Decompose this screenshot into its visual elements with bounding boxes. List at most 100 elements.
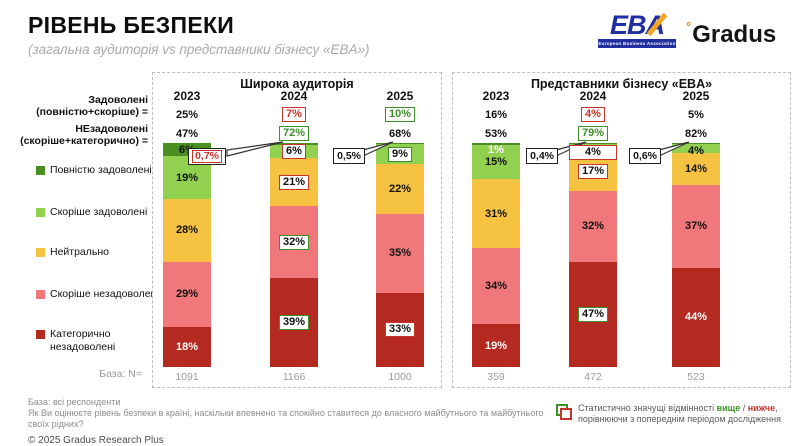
satisfied-total: 5%	[688, 108, 704, 121]
stacked-bar: 9% 22% 35% 33%	[376, 143, 424, 367]
segment-value: 34%	[484, 280, 508, 293]
footer-question: Як Ви оцінюєте рівень безпеки в країні, …	[28, 408, 544, 429]
year-column: 2025 10% 68% 9% 22% 35% 33% 0,5% 1000	[333, 87, 448, 383]
satisfied-total-row: 10%	[352, 105, 448, 124]
bar-segment: 32%	[270, 205, 318, 279]
segment-value: 6%	[282, 143, 306, 159]
segment-value: 44%	[684, 311, 708, 324]
segment-value: 4%	[688, 145, 704, 158]
unsatisfied-definition-line1: НЕзадоволені	[75, 123, 148, 135]
bar-area: 9% 22% 35% 33% 0,5%	[333, 141, 448, 367]
bar-area: 4% 14% 37% 44% 0,6%	[629, 141, 744, 367]
lower-square-icon	[560, 408, 572, 420]
bar-segment: 47%	[569, 262, 617, 367]
unsatisfied-total-row: 47%	[139, 124, 235, 143]
lower-word: нижче	[747, 403, 776, 413]
satisfied-total: 10%	[384, 107, 416, 122]
bar-segment: 34%	[472, 248, 520, 325]
stacked-bar: 4% 14% 37% 44%	[672, 143, 720, 367]
gradus-degree-icon: °	[686, 19, 692, 34]
significance-squares-icon	[556, 404, 572, 420]
bar-segment: 19%	[472, 324, 520, 367]
segment-value: 31%	[484, 207, 508, 220]
base-value: 472	[584, 371, 602, 383]
unsatisfied-total: 79%	[577, 126, 609, 141]
gradus-logo-text: Gradus	[692, 21, 777, 48]
unsatisfied-total: 53%	[484, 127, 508, 140]
unsatisfied-total-row: 68%	[352, 124, 448, 143]
bar-segment	[672, 143, 720, 145]
satisfied-total-row: 25%	[139, 105, 235, 124]
year-column: 2024 4% 79% 4% 17% 32% 47% 0,4% 472	[526, 87, 641, 383]
unsatisfied-total-row: 72%	[246, 124, 342, 143]
segment-value: 14%	[684, 163, 708, 176]
bar-segment	[569, 143, 617, 144]
segment-value: 28%	[175, 224, 199, 237]
satisfied-total: 16%	[484, 108, 508, 121]
bar-segment: 4%	[672, 144, 720, 157]
title-block: РІВЕНЬ БЕЗПЕКИ (загальна аудиторія vs пр…	[28, 12, 370, 57]
unsatisfied-total: 47%	[175, 127, 199, 140]
bar-segment: 22%	[376, 164, 424, 214]
callout-box: 0,7%	[188, 148, 226, 165]
gradus-logo: °Gradus	[686, 19, 776, 49]
bar-segment: 1%	[472, 143, 520, 156]
bar-segment: 9%	[376, 144, 424, 165]
legend-label: Категорично незадоволені	[50, 328, 116, 353]
bar-segment: 6%	[270, 143, 318, 159]
legend-label: Скоріше задоволені	[50, 206, 148, 218]
segment-value: 18%	[175, 340, 199, 353]
chart-panel: Широка аудиторія 2023 25% 47% 6% 19% 28% 29% 18%…	[152, 72, 442, 388]
callout-value: 0,7%	[192, 150, 222, 163]
bar-segment: 21%	[270, 158, 318, 206]
unsatisfied-total-row: 53%	[448, 124, 544, 143]
bar-segment	[270, 143, 318, 145]
bar-area: 6% 19% 28% 29% 18%	[139, 143, 235, 367]
legend-label: Скоріше незадоволені	[50, 288, 159, 300]
significance-note-line1: Статистично значущі відмінності вище / н…	[578, 403, 778, 413]
bar-segment: 31%	[472, 178, 520, 249]
base-value: 1091	[175, 371, 199, 383]
legend-item: Категорично незадоволені	[36, 328, 162, 353]
significance-note: Статистично значущі відмінності вище / н…	[556, 403, 792, 425]
bar-area: 4% 17% 32% 47% 0,4%	[526, 141, 641, 367]
segment-value: 22%	[388, 183, 412, 196]
bar-segment: 14%	[672, 153, 720, 185]
segment-value: 15%	[484, 156, 508, 169]
bar-segment: 35%	[376, 213, 424, 293]
callout-box: 0,6%	[629, 148, 661, 164]
legend-swatch-icon	[36, 166, 45, 175]
year-column: 2023 16% 53% 1% 15% 31% 34% 19% 359	[448, 87, 544, 383]
legend-swatch-icon	[36, 290, 45, 299]
aggregate-labels: Задоволені (повністю+скоріше) = НЕзадово…	[14, 94, 148, 147]
higher-word: вище	[716, 403, 741, 413]
bar-segment: 39%	[270, 278, 318, 367]
bar-segment: 4%	[569, 143, 617, 160]
significance-note-line2: порівнюючи з попереднім періодом дослідж…	[578, 414, 781, 424]
segment-value: 29%	[175, 288, 199, 301]
segment-value: 37%	[684, 220, 708, 233]
legend-swatch-icon	[36, 208, 45, 217]
bar-segment: 32%	[569, 190, 617, 263]
satisfied-definition-line2: (повністю+скоріше) =	[36, 106, 148, 118]
bar-segment	[376, 143, 424, 145]
segment-value: 21%	[278, 174, 310, 190]
eba-logo-subtitle: European Business Association	[598, 39, 676, 48]
segment-value: 32%	[581, 220, 605, 233]
bar-segment: 29%	[163, 261, 211, 327]
year-label: 2024	[579, 89, 607, 103]
footer-base-note: База: всі респонденти	[28, 397, 121, 407]
base-row-label: База: N=	[99, 368, 142, 380]
segment-value: 33%	[384, 322, 416, 338]
eba-logo: EBA European Business Association	[598, 12, 676, 48]
unsatisfied-total-row: 79%	[545, 124, 641, 143]
legend-swatch-icon	[36, 248, 45, 257]
segment-value: 9%	[388, 146, 412, 162]
base-value: 1166	[282, 371, 306, 383]
segment-value: 47%	[577, 307, 609, 323]
year-label: 2024	[280, 89, 308, 103]
legend-label: Нейтрально	[50, 246, 110, 258]
year-column: 2023 25% 47% 6% 19% 28% 29% 18% 1091	[139, 87, 235, 383]
satisfied-total: 4%	[581, 107, 605, 122]
bar-area: 6% 21% 32% 39% 0,7%	[188, 141, 342, 367]
